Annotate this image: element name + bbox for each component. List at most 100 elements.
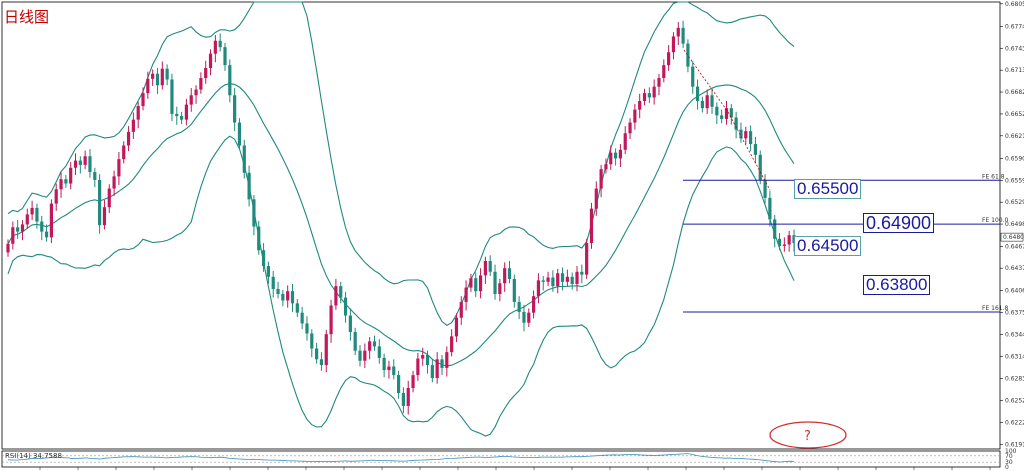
price-axis-tick-label: 0.65595 bbox=[1005, 177, 1024, 184]
candle-body bbox=[300, 312, 304, 324]
candle-body bbox=[204, 68, 208, 79]
candle-body bbox=[613, 152, 618, 159]
candle-body bbox=[609, 152, 613, 165]
price-label-0.64500: 0.64500 bbox=[794, 236, 862, 256]
candle-body bbox=[628, 122, 632, 134]
rsi-annotation-ellipse bbox=[769, 421, 847, 449]
candle-body bbox=[315, 348, 319, 360]
price-axis-tick-label: 0.64060 bbox=[1005, 287, 1024, 294]
candle-body bbox=[753, 144, 758, 155]
candle-body bbox=[512, 278, 516, 302]
bollinger-lower-band bbox=[7, 135, 795, 437]
candle-body bbox=[454, 317, 459, 337]
candle-body bbox=[498, 283, 502, 295]
candle-body bbox=[522, 311, 526, 323]
candle-body bbox=[348, 315, 352, 333]
candle-body bbox=[339, 286, 343, 298]
rsi-axis-tick-label: 0 bbox=[1005, 464, 1009, 471]
candle-body bbox=[88, 156, 92, 173]
rsi-panel-frame bbox=[1, 450, 1001, 468]
candle-body bbox=[435, 359, 439, 378]
price-axis-tick-label: 0.62220 bbox=[1005, 419, 1024, 426]
price-axis-tick-label: 0.68055 bbox=[1005, 1, 1024, 8]
candle-body bbox=[671, 36, 676, 53]
candle-body bbox=[546, 277, 550, 282]
candle-body bbox=[11, 227, 15, 244]
candle-body bbox=[223, 47, 227, 66]
candle-body bbox=[450, 336, 454, 353]
price-axis-tick-label: 0.64675 bbox=[1005, 243, 1024, 250]
candle-body bbox=[411, 375, 415, 389]
price-axis-tick-label: 0.64985 bbox=[1005, 221, 1024, 228]
candle-body bbox=[594, 188, 598, 209]
price-axis-tick-label: 0.67740 bbox=[1005, 23, 1024, 30]
candle-body bbox=[662, 65, 666, 79]
candle-body bbox=[556, 273, 560, 287]
candle-body bbox=[368, 341, 372, 351]
candle-body bbox=[430, 365, 434, 378]
rsi-label: RSI(14) 34.7588 bbox=[5, 452, 62, 460]
fe-level-label: FE 161.8 bbox=[982, 305, 1009, 312]
candle-body bbox=[30, 207, 34, 215]
candle-body bbox=[739, 129, 743, 139]
candle-body bbox=[483, 261, 487, 276]
candle-body bbox=[324, 334, 328, 366]
candle-body bbox=[676, 27, 680, 37]
candle-body bbox=[565, 276, 569, 282]
candle-body bbox=[40, 221, 44, 232]
rsi-axis-tick-label: 70 bbox=[1005, 453, 1013, 460]
candle-body bbox=[396, 375, 401, 394]
candle-body bbox=[667, 52, 671, 66]
candle-body bbox=[131, 119, 135, 132]
candle-body bbox=[165, 68, 169, 80]
candle-body bbox=[16, 227, 20, 232]
candle-body bbox=[551, 277, 555, 287]
candle-body bbox=[686, 43, 690, 67]
price-axis-tick-label: 0.66825 bbox=[1005, 89, 1024, 96]
candle-body bbox=[358, 350, 362, 361]
candle-body bbox=[228, 65, 232, 96]
candle-body bbox=[257, 226, 261, 251]
candle-body bbox=[54, 189, 58, 204]
candle-body bbox=[290, 291, 295, 304]
price-axis-tick-label: 0.67130 bbox=[1005, 67, 1024, 74]
candle-body bbox=[474, 278, 478, 292]
bollinger-upper-band bbox=[7, 1, 795, 326]
candle-body bbox=[69, 167, 73, 184]
candle-body bbox=[710, 95, 714, 107]
candle-body bbox=[560, 273, 565, 282]
candle-body bbox=[295, 303, 299, 313]
candle-body bbox=[25, 214, 29, 225]
candle-body bbox=[175, 113, 179, 117]
candle-body bbox=[44, 231, 49, 238]
candle-body bbox=[233, 95, 237, 123]
candle-body bbox=[758, 154, 762, 180]
rsi-axis-tick-label: 30 bbox=[1005, 459, 1013, 466]
rsi-line bbox=[7, 453, 795, 463]
price-axis-tick-label: 0.62835 bbox=[1005, 375, 1024, 382]
candle-body bbox=[768, 197, 772, 220]
candle-body bbox=[102, 207, 107, 226]
candle-body bbox=[271, 276, 275, 289]
price-axis-tick-label: 0.67435 bbox=[1005, 45, 1024, 52]
candle-body bbox=[575, 271, 579, 284]
candle-body bbox=[633, 109, 637, 123]
candle-body bbox=[319, 359, 324, 366]
candle-body bbox=[734, 117, 738, 130]
candle-body bbox=[286, 291, 290, 301]
price-axis-tick-label: 0.65290 bbox=[1005, 199, 1024, 206]
candle-body bbox=[377, 346, 381, 358]
candle-body bbox=[773, 219, 777, 239]
candle-body bbox=[276, 288, 280, 295]
candle-body bbox=[136, 106, 140, 120]
price-label-0.64900: 0.64900 bbox=[863, 213, 935, 233]
rsi-axis-tick-label: 100 bbox=[1005, 448, 1017, 455]
candle-body bbox=[425, 355, 430, 366]
candle-body bbox=[247, 172, 251, 200]
candle-body bbox=[787, 235, 791, 245]
candle-body bbox=[763, 179, 767, 198]
candle-body bbox=[353, 332, 357, 351]
fibo-expansion-line bbox=[683, 49, 771, 191]
price-panel-frame bbox=[1, 1, 1001, 450]
